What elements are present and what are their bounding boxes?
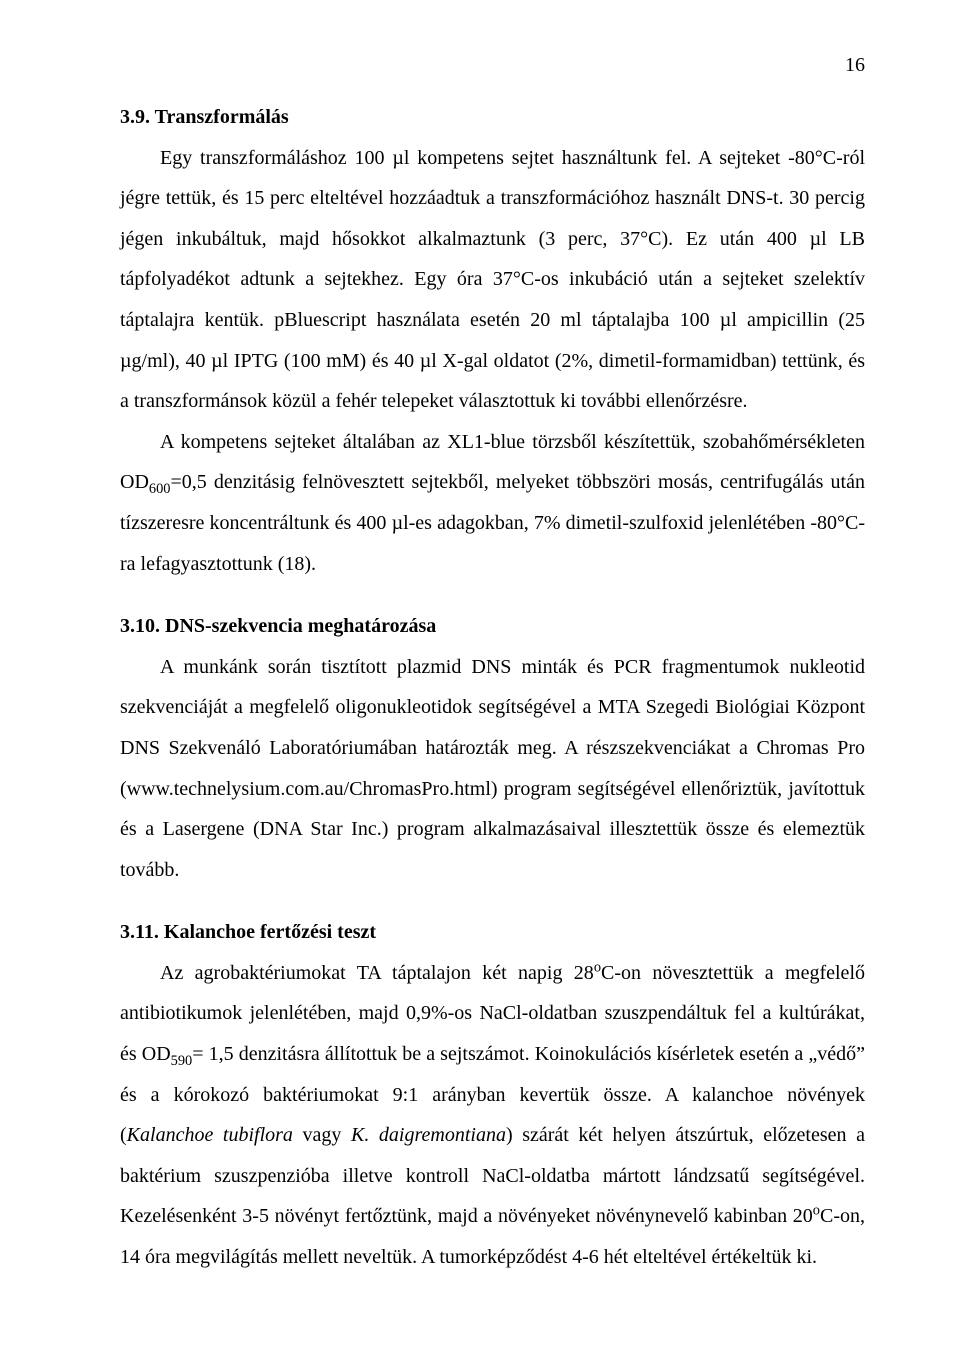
page: 16 3.9. Transzformálás Egy transzformálás… <box>0 0 960 1369</box>
text-run: o <box>813 1203 820 1219</box>
text-run: Egy transzformáláshoz 100 µl kompetens s… <box>120 147 865 413</box>
text-run: 590 <box>171 1053 193 1069</box>
text-run: Kalanchoe tubiflora <box>127 1124 293 1146</box>
section-heading: 3.9. Transzformálás <box>120 97 865 138</box>
text-run: vagy <box>293 1124 351 1146</box>
text-run: K. daigremontiana <box>351 1124 506 1146</box>
text-run: A munkánk során tisztított plazmid DNS m… <box>120 656 865 881</box>
paragraph: Egy transzformáláshoz 100 µl kompetens s… <box>120 138 865 422</box>
text-run: =0,5 denzitásig felnövesztett sejtekből,… <box>120 471 865 574</box>
text-run: o <box>594 959 601 975</box>
text-run: Az agrobaktériumokat TA táptalajon két n… <box>160 962 594 984</box>
page-content: 3.9. Transzformálás Egy transzformáláshoz… <box>120 97 865 1278</box>
section-heading: 3.11. Kalanchoe fertőzési teszt <box>120 912 865 953</box>
page-number: 16 <box>120 55 865 75</box>
text-run: 600 <box>149 481 171 497</box>
paragraph: A munkánk során tisztított plazmid DNS m… <box>120 647 865 891</box>
section-heading: 3.10. DNS-szekvencia meghatározása <box>120 606 865 647</box>
paragraph: Az agrobaktériumokat TA táptalajon két n… <box>120 953 865 1278</box>
paragraph: A kompetens sejteket általában az XL1-bl… <box>120 422 865 584</box>
